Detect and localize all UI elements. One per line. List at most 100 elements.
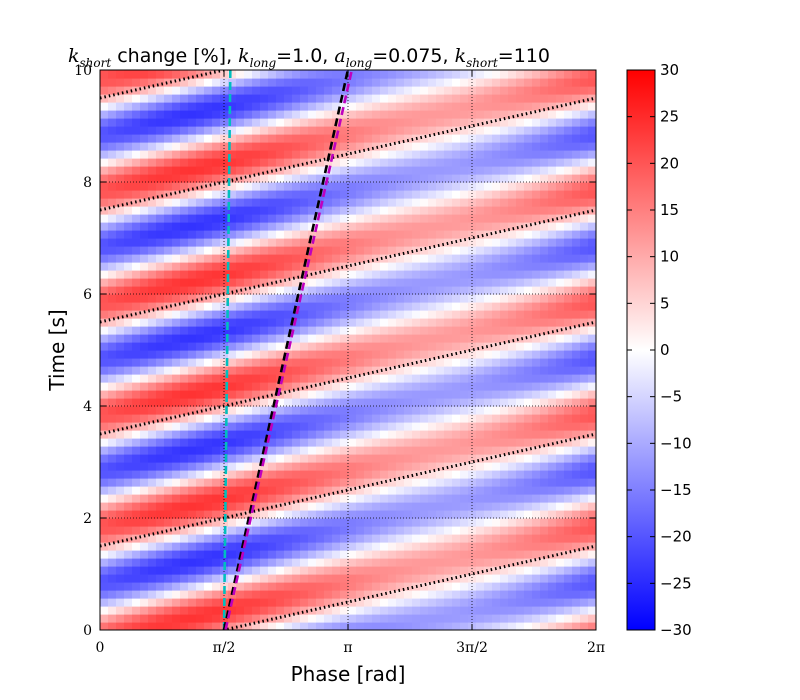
heatmap-cell [580,126,589,135]
heatmap-cell [260,374,269,383]
heatmap-cell [188,390,197,399]
heatmap-cell [452,518,461,527]
heatmap-cell [236,518,245,527]
heatmap-cell [444,366,453,375]
heatmap-cell [260,214,269,223]
heatmap-cell [284,110,293,119]
heatmap-cell [364,494,373,503]
heatmap-cell [148,158,157,167]
heatmap-cell [492,478,501,487]
heatmap-cell [348,102,357,111]
heatmap-cell [348,206,357,215]
heatmap-cell [436,326,445,335]
heatmap-cell [212,422,221,431]
heatmap-cell [188,606,197,615]
heatmap-cell [332,334,341,343]
heatmap-cell [476,102,485,111]
heatmap-cell [324,334,333,343]
heatmap-cell [220,398,229,407]
heatmap-cell [524,398,533,407]
heatmap-cell [284,566,293,575]
heatmap-cell [156,398,165,407]
heatmap-cell [540,246,549,255]
heatmap-cell [532,118,541,127]
heatmap-cell [244,598,253,607]
heatmap-cell [252,86,261,95]
heatmap-cell [244,438,253,447]
heatmap-cell [484,494,493,503]
heatmap-cell [548,366,557,375]
heatmap-cell [580,142,589,151]
heatmap-cell [228,430,237,439]
heatmap-cell [460,558,469,567]
heatmap-cell [140,158,149,167]
heatmap-cell [148,446,157,455]
heatmap-cell [396,70,405,79]
heatmap-cell [428,438,437,447]
heatmap-cell [556,190,565,199]
heatmap-cell [468,614,477,623]
heatmap-cell [196,134,205,143]
heatmap-cell [220,446,229,455]
heatmap-cell [180,606,189,615]
heatmap-cell [516,494,525,503]
heatmap-cell [316,366,325,375]
heatmap-cell [580,150,589,159]
heatmap-cell [220,86,229,95]
heatmap-cell [276,286,285,295]
heatmap-cell [564,246,573,255]
heatmap-cell [212,238,221,247]
heatmap-cell [236,390,245,399]
heatmap-cell [276,238,285,247]
heatmap-cell [508,158,517,167]
heatmap-cell [524,318,533,327]
heatmap-cell [468,502,477,511]
heatmap-cell [252,550,261,559]
heatmap-cell [332,598,341,607]
heatmap-cell [484,206,493,215]
heatmap-cell [308,286,317,295]
heatmap-cell [396,566,405,575]
heatmap-cell [540,430,549,439]
heatmap-cell [236,286,245,295]
heatmap-cell [508,366,517,375]
heatmap-cell [276,454,285,463]
heatmap-cell [156,422,165,431]
heatmap-cell [108,126,117,135]
heatmap-cell [516,406,525,415]
heatmap-cell [500,558,509,567]
heatmap-cell [244,206,253,215]
heatmap-cell [300,118,309,127]
heatmap-cell [380,126,389,135]
heatmap-cell [452,358,461,367]
heatmap-cell [396,262,405,271]
heatmap-cell [364,134,373,143]
heatmap-cell [140,214,149,223]
heatmap-cell [364,502,373,511]
heatmap-cell [180,614,189,623]
heatmap-cell [524,158,533,167]
heatmap-cell [324,158,333,167]
heatmap-cell [460,94,469,103]
heatmap-cell [476,454,485,463]
heatmap-cell [324,118,333,127]
colorbar-tick-label: 0 [660,341,670,359]
heatmap-cell [156,222,165,231]
heatmap-cell [436,94,445,103]
heatmap-cell [244,582,253,591]
heatmap-cell [556,86,565,95]
heatmap-cell [228,382,237,391]
heatmap-cell [372,230,381,239]
heatmap-cell [324,550,333,559]
heatmap-cell [204,102,213,111]
heatmap-cell [140,542,149,551]
heatmap-cell [524,278,533,287]
heatmap-cell [324,446,333,455]
heatmap-cell [548,102,557,111]
heatmap-cell [356,326,365,335]
heatmap-cell [412,78,421,87]
heatmap-cell [460,510,469,519]
heatmap-cell [100,166,109,175]
heatmap-cell [284,558,293,567]
heatmap-cell [116,182,125,191]
